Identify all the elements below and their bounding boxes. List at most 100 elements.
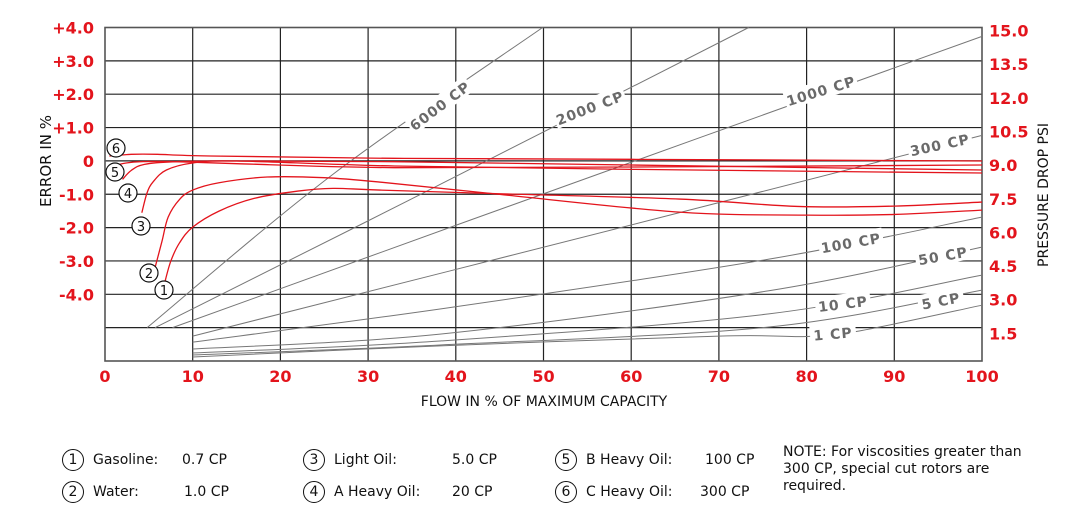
curve-marker-circle — [106, 138, 126, 158]
curve-marker-number: 3 — [137, 220, 145, 235]
legend-item: 5 B Heavy Oil: 100 CP — [555, 449, 754, 471]
x-tick-label: 80 — [795, 367, 817, 386]
pressure-curve — [154, 27, 749, 329]
error-curve — [154, 176, 983, 269]
legend-value: 1.0 CP — [184, 484, 229, 500]
y-tick-label: +1.0 — [52, 119, 94, 138]
label-background — [916, 286, 966, 314]
pressure-curve — [192, 246, 983, 350]
x-tick-label: 10 — [182, 367, 204, 386]
label-background — [906, 128, 974, 160]
pressure-curve-label: 10 CP — [814, 290, 872, 316]
legend-number: 3 — [303, 449, 325, 471]
legend-number: 6 — [555, 481, 577, 503]
y2-tick-label: 13.5 — [989, 55, 1028, 74]
label-background — [782, 70, 859, 110]
pressure-curve — [192, 304, 983, 358]
curve-marker-number: 2 — [145, 267, 153, 282]
curve-marker-circle — [139, 263, 159, 283]
y-tick-label: +2.0 — [52, 85, 94, 104]
y2-axis-label: PRESSURE DROP PSI — [1036, 123, 1052, 267]
y-tick-label: 0 — [83, 152, 94, 171]
y2-tick-label: 7.5 — [989, 190, 1017, 209]
curve-marker-circle — [131, 216, 151, 236]
error-curve — [109, 153, 983, 162]
legend-value: 20 CP — [452, 484, 493, 500]
pressure-curve — [146, 27, 543, 329]
y-tick-label: -3.0 — [59, 252, 94, 271]
y2-tick-label: 4.5 — [989, 257, 1017, 276]
pressure-curve — [172, 35, 983, 329]
curve-marker-circle — [105, 162, 125, 182]
pressure-curve — [192, 274, 983, 354]
pressure-curve-label: 100 CP — [817, 227, 885, 257]
y2-tick-label: 6.0 — [989, 223, 1017, 242]
error-curve — [109, 160, 983, 169]
curve-marker-number: 4 — [124, 187, 132, 202]
error-curve — [164, 187, 983, 284]
y2-tick-label: 1.5 — [989, 324, 1017, 343]
error-curves: 12 3 45 6 — [105, 138, 983, 300]
label-background — [817, 227, 885, 257]
pressure-curve-label-text: 1 CP — [813, 325, 853, 344]
legend-number: 4 — [303, 481, 325, 503]
legend-value: 5.0 CP — [452, 452, 497, 468]
y2-tick-label: 3.0 — [989, 291, 1017, 310]
y-axis-label: ERROR IN % — [37, 115, 55, 207]
y2-tick-label: 15.0 — [989, 22, 1028, 41]
x-tick-label: 20 — [269, 367, 291, 386]
pressure-curve-label: 50 CP — [913, 241, 972, 269]
note: NOTE: For viscosities greater than 300 C… — [783, 444, 1022, 494]
legend-name: B Heavy Oil: — [586, 452, 673, 468]
x-tick-label: 70 — [708, 367, 730, 386]
label-background — [809, 322, 857, 344]
label-background — [404, 75, 475, 135]
pressure-curve-label-text: 10 CP — [817, 294, 868, 316]
pressure-curve-label-text: 1000 CP — [785, 74, 858, 110]
pressure-curve-label: 1000 CP — [782, 70, 859, 110]
x-tick-label: 0 — [99, 367, 110, 386]
legend-value: 100 CP — [705, 452, 755, 468]
legend-item: 6 C Heavy Oil: 300 CP — [555, 481, 749, 503]
pressure-curve-label-text: 6000 CP — [407, 79, 474, 135]
y-tick-label: +3.0 — [52, 52, 94, 71]
curve-marker-number: 5 — [111, 166, 119, 181]
label-background — [551, 85, 628, 129]
legend-number: 5 — [555, 449, 577, 471]
y-tick-label: -1.0 — [59, 185, 94, 204]
legend-name: Gasoline: — [93, 452, 159, 468]
label-background — [814, 290, 872, 316]
legend-number: 2 — [62, 481, 84, 503]
x-tick-label: 50 — [532, 367, 554, 386]
y2-tick-label: 10.5 — [989, 122, 1028, 141]
y-tick-label: -4.0 — [59, 285, 94, 304]
legend-item: 4 A Heavy Oil: 20 CP — [303, 481, 492, 503]
label-background — [913, 241, 972, 269]
y2-tick-label: 9.0 — [989, 156, 1017, 175]
legend-name: Light Oil: — [334, 452, 397, 468]
pressure-curve-label-text: 5 CP — [920, 290, 961, 313]
tick-labels: 0 10 20 30 40 50 60 70 80 90 100 +4.0 +3.0 +2.0 +1.0 0 -… — [52, 19, 1028, 387]
y-tick-label: -2.0 — [59, 219, 94, 238]
y2-tick-label: 12.0 — [989, 89, 1028, 108]
legend-value: 300 CP — [700, 484, 750, 500]
legend-item: 2 Water: 1.0 CP — [62, 481, 229, 503]
legend-name: C Heavy Oil: — [586, 484, 673, 500]
legend-name: Water: — [93, 484, 139, 500]
x-tick-label: 60 — [620, 367, 642, 386]
legend-number: 1 — [62, 449, 84, 471]
y-tick-label: +4.0 — [52, 19, 94, 38]
curve-marker-circle — [118, 183, 138, 203]
pressure-curve — [192, 289, 983, 356]
pressure-curve-label: 1 CP — [809, 322, 857, 345]
legend-value: 0.7 CP — [182, 452, 227, 468]
curve-marker-number: 6 — [112, 142, 120, 157]
legend-item: 3 Light Oil: 5.0 CP — [303, 449, 497, 471]
pressure-curve-label: 300 CP — [906, 128, 974, 160]
legend-item: 1 Gasoline: 0.7 CP — [62, 449, 227, 471]
pressure-curves: 6000 CP 2000 CP 1000 CP 300 CP 100 CP 50 CP 10… — [146, 27, 983, 358]
pressure-curve-label: 6000 CP — [404, 75, 475, 135]
x-tick-label: 90 — [883, 367, 905, 386]
curve-marker-circle — [154, 280, 174, 300]
